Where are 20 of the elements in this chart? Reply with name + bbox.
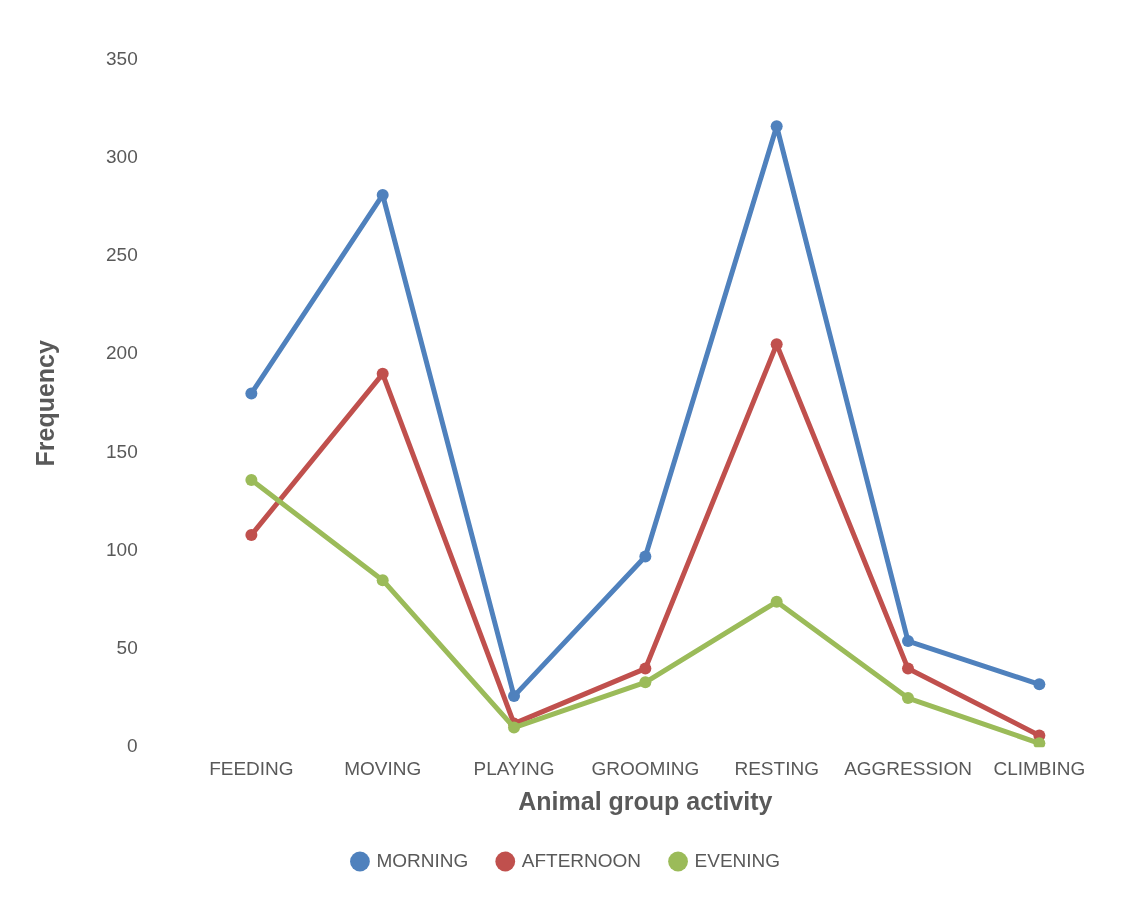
y-tick-label: 350 bbox=[106, 47, 138, 69]
y-axis-title: Frequency bbox=[30, 339, 59, 467]
legend-label: AFTERNOON bbox=[521, 849, 642, 871]
x-tick-label: PLAYING bbox=[473, 757, 555, 779]
x-tick-label: CLIMBING bbox=[993, 757, 1086, 779]
x-tick-label: GROOMING bbox=[591, 757, 700, 779]
x-tick-label: RESTING bbox=[734, 757, 819, 779]
x-axis-title: Animal group activity bbox=[518, 786, 773, 815]
legend-label: MORNING bbox=[376, 849, 469, 871]
y-tick-label: 0 bbox=[127, 735, 138, 757]
y-tick-label: 50 bbox=[116, 637, 138, 659]
y-tick-label: 250 bbox=[106, 244, 138, 266]
x-tick-label: FEEDING bbox=[209, 757, 294, 779]
y-tick-label: 300 bbox=[106, 145, 138, 167]
y-tick-label: 150 bbox=[106, 440, 138, 462]
x-tick-label: AGGRESSION bbox=[844, 757, 972, 779]
legend-label: EVENING bbox=[694, 849, 781, 871]
x-tick-label: MOVING bbox=[344, 757, 422, 779]
y-tick-label: 100 bbox=[106, 538, 138, 560]
y-tick-label: 200 bbox=[106, 342, 138, 364]
